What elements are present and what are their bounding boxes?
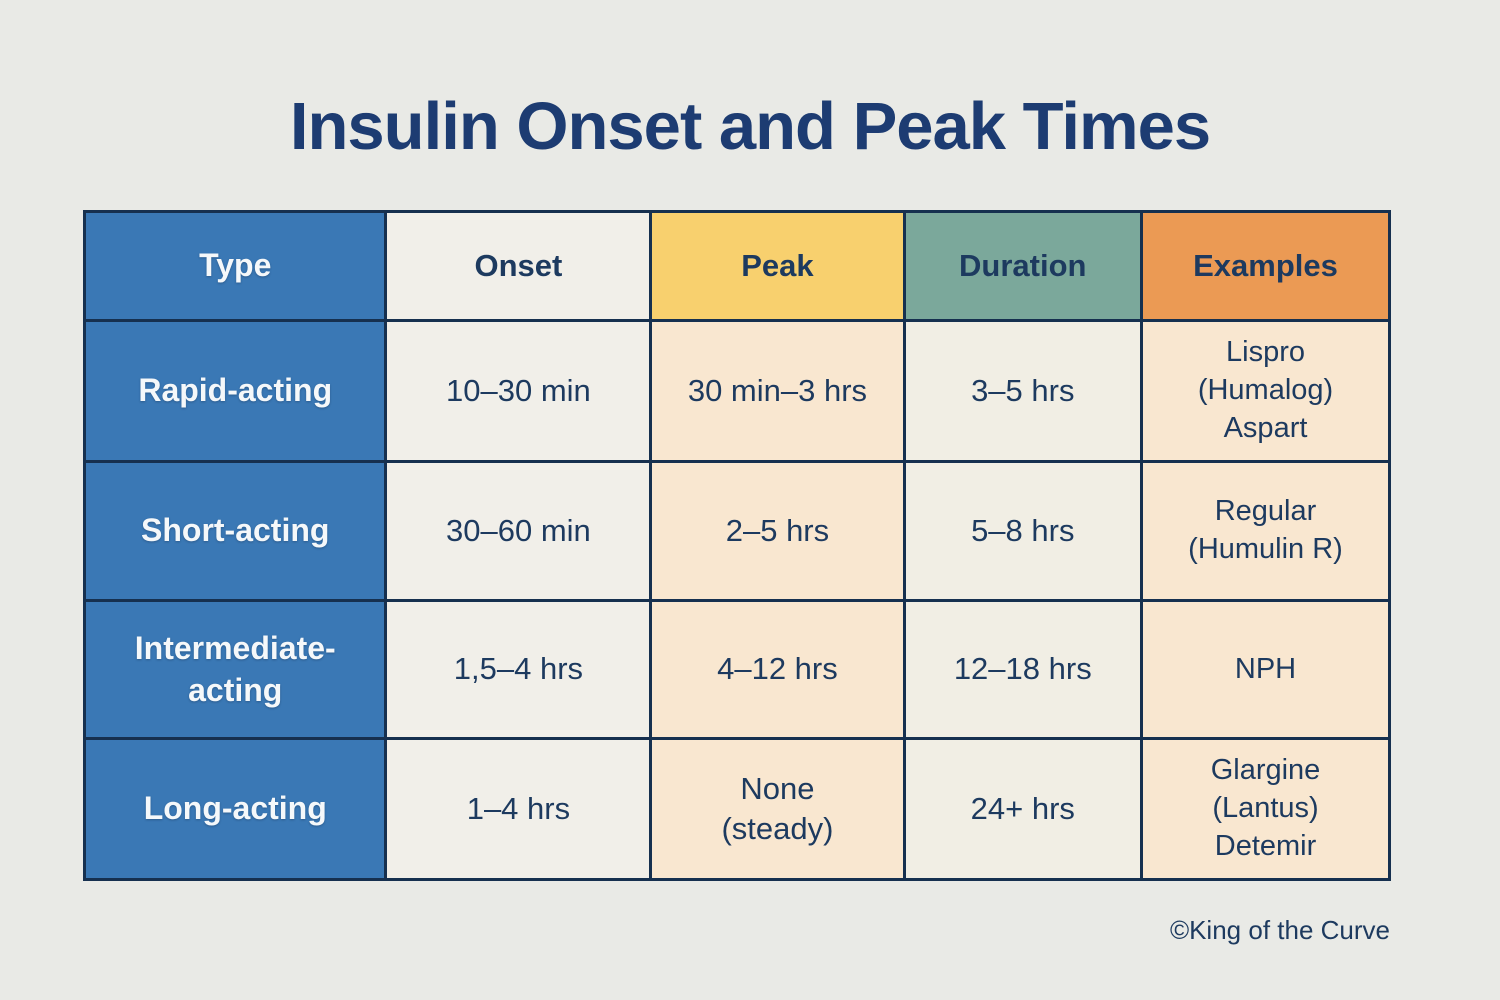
table-row-rapid-acting: Rapid-acting 10–30 min 30 min–3 hrs 3–5 … bbox=[82, 319, 1391, 463]
column-header-duration: Duration bbox=[902, 210, 1144, 322]
copyright-credit: ©King of the Curve bbox=[1169, 915, 1390, 945]
cell-examples: NPH bbox=[1140, 599, 1391, 740]
cell-duration: 3–5 hrs bbox=[902, 319, 1144, 463]
cell-peak: 30 min–3 hrs bbox=[649, 319, 906, 463]
cell-examples: Lispro (Humalog) Aspart bbox=[1140, 319, 1391, 463]
cell-type: Long-acting bbox=[82, 737, 388, 881]
table-row-short-acting: Short-acting 30–60 min 2–5 hrs 5–8 hrs R… bbox=[82, 460, 1391, 602]
cell-duration: 12–18 hrs bbox=[902, 599, 1144, 740]
cell-examples: Glargine (Lantus) Detemir bbox=[1140, 737, 1391, 881]
cell-peak: 4–12 hrs bbox=[649, 599, 906, 740]
cell-onset: 1–4 hrs bbox=[384, 737, 653, 881]
cell-type: Intermediate-acting bbox=[82, 599, 388, 740]
column-header-onset: Onset bbox=[384, 210, 653, 322]
cell-type: Short-acting bbox=[82, 460, 388, 602]
column-header-examples: Examples bbox=[1140, 210, 1391, 322]
cell-duration: 24+ hrs bbox=[902, 737, 1144, 881]
cell-examples: Regular (Humulin R) bbox=[1140, 460, 1391, 602]
insulin-table: Type Onset Peak Duration Examples Rapid-… bbox=[82, 210, 1391, 881]
cell-type: Rapid-acting bbox=[82, 319, 388, 463]
column-header-type: Type bbox=[82, 210, 388, 322]
cell-peak: None (steady) bbox=[649, 737, 906, 881]
cell-onset: 30–60 min bbox=[384, 460, 653, 602]
cell-onset: 10–30 min bbox=[384, 319, 653, 463]
page-title: Insulin Onset and Peak Times bbox=[289, 89, 1211, 164]
table-row-intermediate-acting: Intermediate-acting 1,5–4 hrs 4–12 hrs 1… bbox=[82, 599, 1391, 740]
cell-duration: 5–8 hrs bbox=[902, 460, 1144, 602]
cell-peak: 2–5 hrs bbox=[649, 460, 906, 602]
table-row-long-acting: Long-acting 1–4 hrs None (steady) 24+ hr… bbox=[82, 737, 1391, 881]
cell-onset: 1,5–4 hrs bbox=[384, 599, 653, 740]
table-header-row: Type Onset Peak Duration Examples bbox=[82, 210, 1391, 322]
column-header-peak: Peak bbox=[649, 210, 906, 322]
